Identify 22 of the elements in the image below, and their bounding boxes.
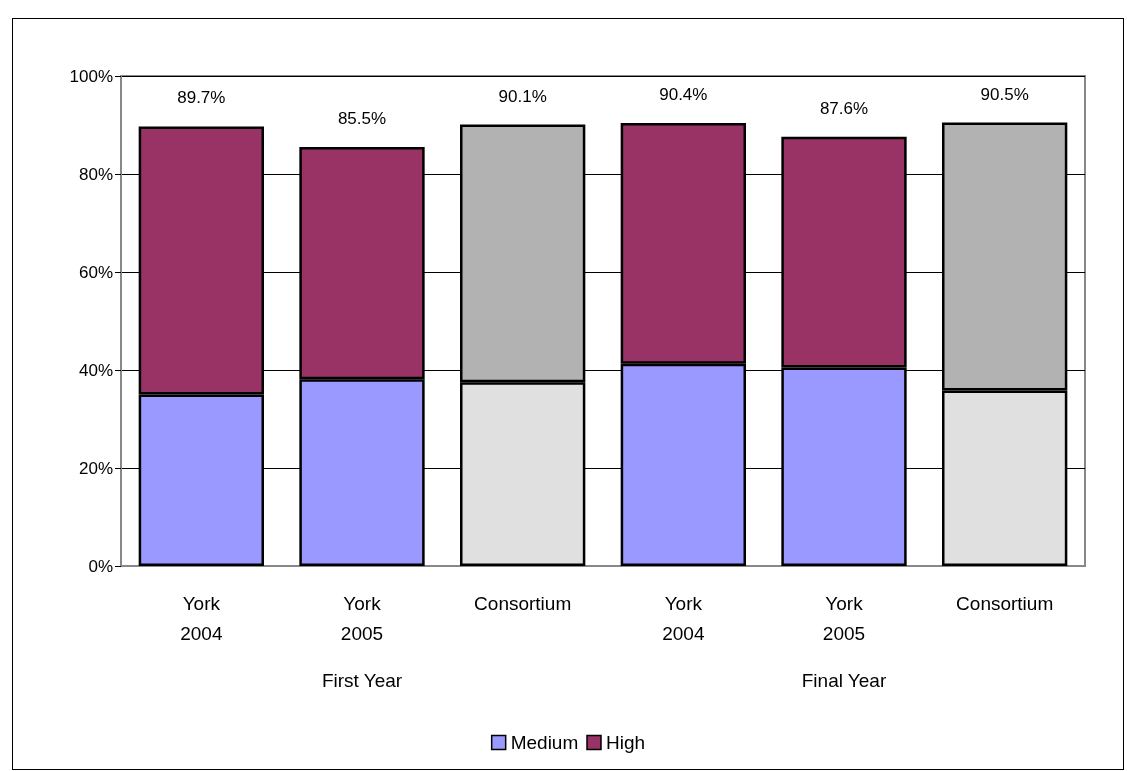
x-tick-label: York 2005 [340,592,384,644]
total-label: 90.4% [659,85,708,105]
total-label: 90.5% [980,84,1029,104]
total-label: 90.1% [498,86,547,106]
y-tick-label: 100% [69,66,113,86]
y-tick-label: 60% [78,262,113,282]
total-label: 85.5% [337,109,387,129]
x-tick-label: York 2004 [662,592,705,644]
text: First Year [321,670,403,691]
text: Final Year [801,670,887,691]
x-tick-label: Consortium [956,592,1054,614]
x-tick-label: York 2005 [822,592,866,644]
legend-label: Medium [510,732,579,753]
y-tick-label: 20% [78,458,113,478]
y-tick-label: 80% [78,164,113,184]
y-tick-label: 40% [78,360,113,380]
legend-label: High [606,732,646,753]
x-tick-label: Consortium [474,592,572,614]
total-label: 89.7% [177,88,226,108]
y-tick-label: 0% [88,556,113,576]
total-label: 87.6% [819,98,869,118]
x-tick-label: York 2004 [180,592,223,644]
